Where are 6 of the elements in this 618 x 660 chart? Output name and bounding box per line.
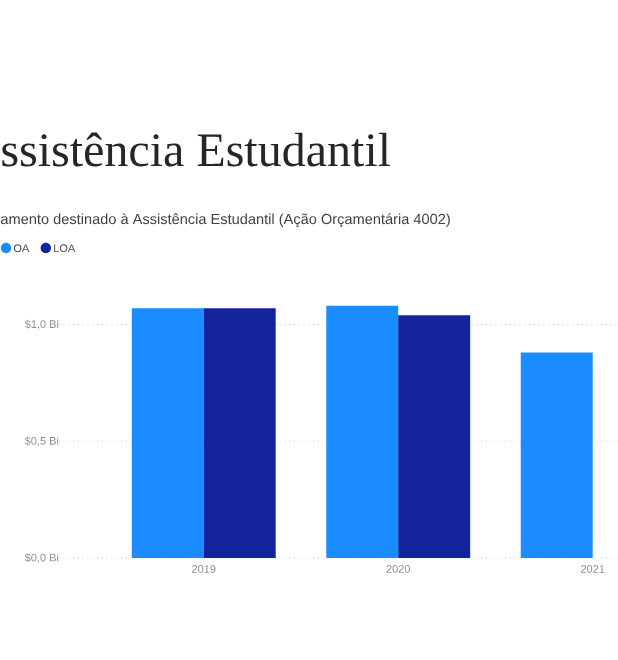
- bar: [131, 308, 204, 558]
- chart-title: ssistência Estudantil: [2, 132, 390, 167]
- bar: [203, 308, 276, 558]
- bar: [325, 305, 398, 558]
- bar: [520, 352, 593, 558]
- bar: [397, 315, 470, 558]
